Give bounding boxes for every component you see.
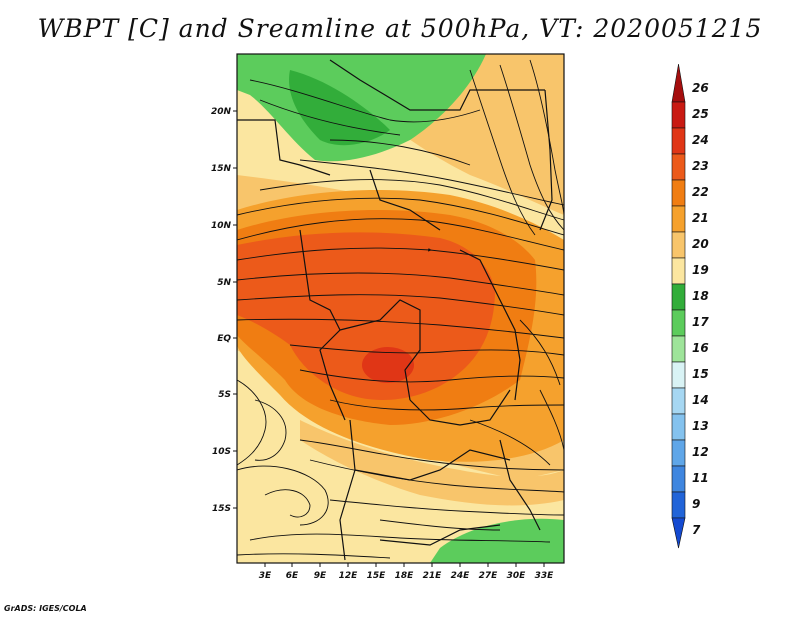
colorbar-swatch — [671, 231, 686, 259]
colorbar-swatch — [671, 387, 686, 415]
lat-label: 5S — [218, 390, 231, 400]
colorbar-swatch — [671, 335, 686, 363]
lon-label: 6E — [286, 571, 299, 581]
lon-label: 15E — [367, 571, 387, 581]
colorbar-label: 18 — [692, 289, 709, 303]
colorbar: 26 25 24 23 22 21 20 19 18 17 16 15 14 13 12 11 9 7 — [671, 63, 709, 549]
colorbar-label: 14 — [692, 393, 709, 407]
field-18-north — [289, 70, 390, 146]
colorbar-swatch — [671, 283, 686, 311]
longitude-axis: 3E 6E 9E 12E 15E 18E 21E 24E 27E 30E 33E — [259, 563, 554, 581]
lat-label: EQ — [217, 334, 231, 344]
lon-label: 12E — [339, 571, 359, 581]
field-20-south — [300, 420, 564, 506]
colorbar-label: 22 — [692, 185, 709, 199]
lon-label: 27E — [479, 571, 499, 581]
colorbar-label: 15 — [692, 367, 709, 381]
lon-label: 33E — [535, 571, 555, 581]
colorbar-label: 20 — [692, 237, 709, 251]
colorbar-swatch — [671, 413, 686, 441]
colorbar-label: 26 — [692, 81, 709, 95]
lat-label: 15S — [212, 504, 231, 514]
colorbar-label: 24 — [692, 133, 709, 147]
colorbar-swatch — [671, 101, 686, 129]
latitude-axis: 20N 15N 10N 5N EQ 5S 10S 15S — [211, 107, 237, 514]
lat-label: 10N — [211, 221, 232, 231]
lat-label: 5N — [217, 278, 231, 288]
colorbar-label: 12 — [692, 445, 709, 459]
colorbar-swatch — [671, 127, 686, 155]
field-24 — [362, 347, 414, 383]
colorbar-label: 13 — [692, 419, 709, 433]
colorbar-swatch — [671, 153, 686, 181]
lon-label: 21E — [423, 571, 443, 581]
colorbar-label: 25 — [692, 107, 709, 121]
lon-label: 30E — [507, 571, 527, 581]
colorbar-label: 23 — [692, 159, 709, 173]
colorbar-label: 19 — [692, 263, 709, 277]
lon-label: 18E — [395, 571, 415, 581]
lon-label: 9E — [314, 571, 327, 581]
lat-label: 15N — [211, 164, 232, 174]
colorbar-swatch — [671, 63, 686, 103]
colorbar-label: 17 — [692, 315, 709, 329]
colorbar-swatch — [671, 361, 686, 389]
colorbar-swatch — [671, 517, 686, 549]
colorbar-swatch — [671, 205, 686, 233]
lon-label: 24E — [451, 571, 471, 581]
streamlines — [237, 59, 564, 559]
colorbar-swatch — [671, 491, 686, 519]
colorbar-swatch — [671, 465, 686, 493]
colorbar-swatch — [671, 309, 686, 337]
colorbar-swatch — [671, 439, 686, 467]
colorbar-swatch — [671, 257, 686, 285]
lat-label: 20N — [211, 107, 232, 117]
colorbar-swatch — [671, 179, 686, 207]
colorbar-label: 11 — [692, 471, 709, 485]
field-19-south — [237, 350, 564, 563]
colorbar-label: 21 — [692, 211, 709, 225]
colorbar-label: 9 — [692, 497, 700, 511]
lat-label: 10S — [212, 447, 231, 457]
credit-text: GrADS: IGES/COLA — [4, 604, 87, 613]
colorbar-label: 7 — [692, 523, 701, 537]
map-title: WBPT [C] and Sreamline at 500hPa, VT: 20… — [37, 14, 763, 43]
lon-label: 3E — [259, 571, 272, 581]
map-frame — [236, 53, 565, 564]
colorbar-label: 16 — [692, 341, 709, 355]
country-borders — [237, 59, 553, 561]
wbpt-field — [237, 54, 564, 563]
